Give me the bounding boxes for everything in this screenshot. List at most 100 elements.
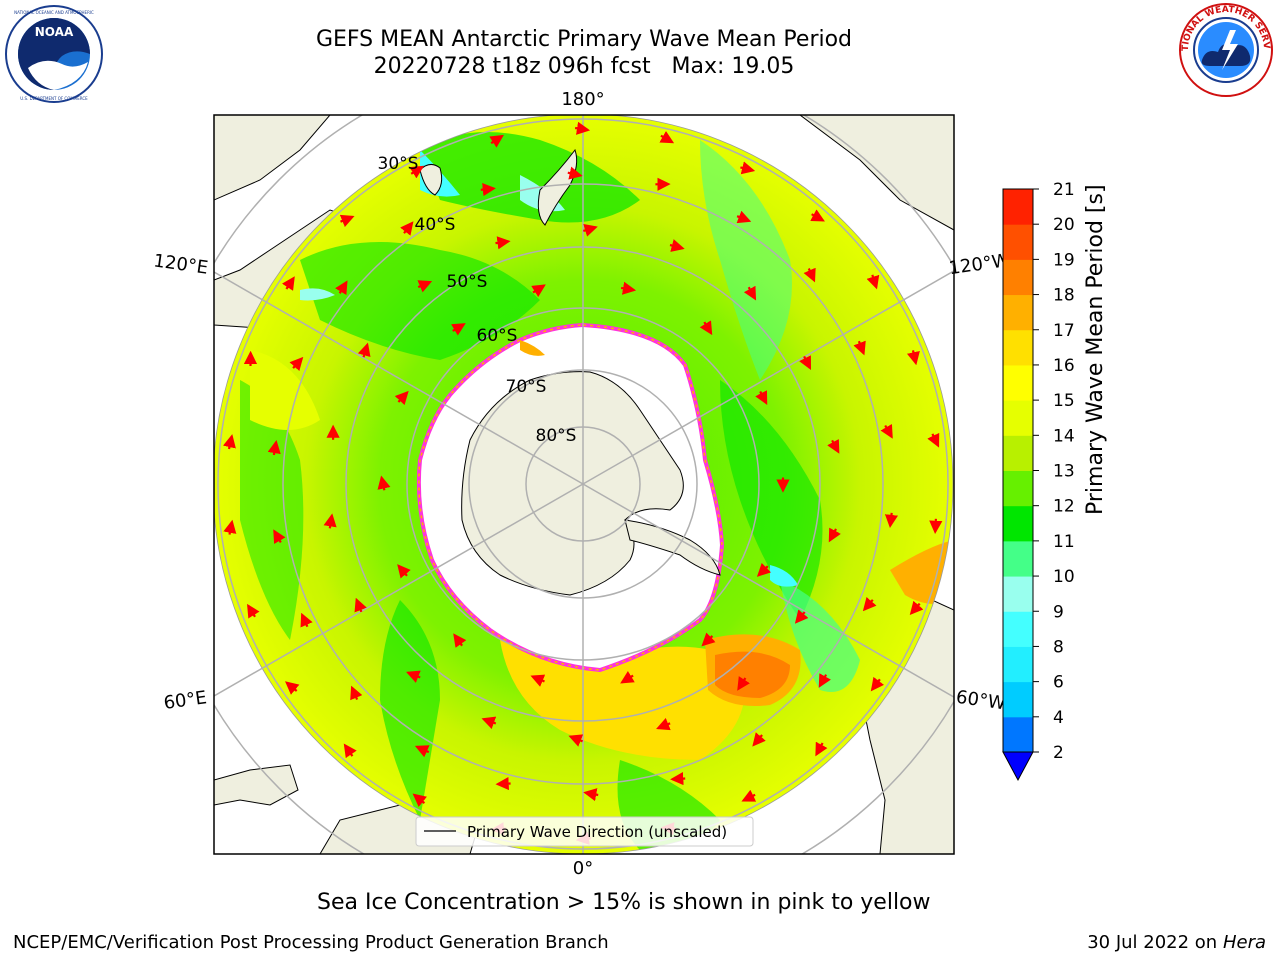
wave-arrow: [906, 350, 920, 366]
wave-arrow: [323, 513, 337, 529]
colorbar-segment: [1003, 189, 1033, 225]
lat-label-70s: 70°S: [506, 377, 547, 397]
colorbar-segment: [1003, 505, 1033, 542]
wave-arrow: [247, 603, 260, 619]
wave-arrow: [273, 529, 286, 545]
lon-label-upper-right: 120°W: [947, 250, 1011, 279]
wave-arrow: [810, 209, 825, 222]
wave-arrow: [417, 280, 433, 293]
wave-arrow: [267, 440, 281, 456]
tasmania: [419, 164, 443, 196]
lon-label-top: 180°: [561, 89, 604, 110]
wave-arrow: [357, 342, 371, 358]
colorbar-tick-label: 21: [1053, 180, 1075, 200]
wave-arrow: [285, 681, 300, 695]
colorbar-segment: [1003, 470, 1033, 507]
wave-arrow: [620, 671, 635, 684]
colorbar-segment: [1003, 716, 1033, 753]
legend-label: Primary Wave Direction (unscaled): [467, 823, 727, 841]
wave-arrow: [568, 734, 584, 747]
wave-arrow: [659, 130, 675, 144]
wave-arrow: [223, 519, 237, 535]
wave-arrow: [300, 612, 313, 628]
lat-label-40s: 40°S: [415, 215, 456, 235]
colorbar-tick-label: 4: [1053, 708, 1064, 728]
colorbar-segment: [1003, 681, 1033, 718]
antarctic-peninsula: [624, 519, 721, 576]
wave-arrow: [794, 609, 809, 624]
lat-label-50s: 50°S: [447, 272, 488, 292]
wave-arrow: [394, 390, 409, 406]
colorbar-tick-label: 15: [1053, 391, 1075, 411]
colorbar-tick-label: 20: [1053, 215, 1075, 235]
wave-arrow: [929, 518, 943, 534]
wave-arrow: [756, 562, 771, 577]
footer-credit: NCEP/EMC/Verification Post Processing Pr…: [13, 932, 609, 953]
wave-arrow: [335, 280, 348, 296]
wave-arrow: [480, 183, 496, 197]
colorbar-tick-label: 10: [1053, 567, 1075, 587]
noaa-logo-icon: NOAA NATIONAL OCEANIC AND ATMOSPHERIC U.…: [5, 5, 103, 103]
graticule: [214, 115, 954, 854]
map-border: [213, 114, 955, 855]
colorbar-segment: [1003, 540, 1033, 577]
lon-label-upper-left: 120°E: [152, 250, 209, 278]
antarctica-land: [461, 371, 684, 596]
wave-arrow: [656, 717, 671, 731]
wave-arrow: [583, 788, 599, 802]
wave-arrow: [755, 390, 768, 405]
wave-arrow: [343, 743, 357, 759]
colorbar-segment: [1003, 294, 1033, 331]
wave-arrow: [884, 512, 899, 528]
wave-arrow: [531, 284, 546, 298]
wave-arrow: [620, 281, 637, 295]
colorbar-tick-label: 12: [1053, 497, 1075, 517]
wave-arrow: [815, 741, 828, 757]
wave-arrow: [736, 210, 752, 224]
colorbar-tick-label: 8: [1053, 637, 1064, 657]
svg-text:U.S. DEPARTMENT OF COMMERCE: U.S. DEPARTMENT OF COMMERCE: [20, 96, 88, 101]
wave-arrow: [282, 276, 295, 291]
colorbar-segment: [1003, 364, 1033, 401]
wave-arrow: [406, 670, 421, 683]
colorbar-tick-label: 18: [1053, 286, 1075, 306]
nws-logo-icon: NATIONAL WEATHER SERVICE: [1176, 0, 1273, 97]
lon-label-lower-left: 60°E: [162, 687, 208, 714]
wave-arrow: [530, 674, 546, 687]
wave-arrow: [862, 596, 877, 612]
colorbar-tick-label: 13: [1053, 462, 1075, 482]
wave-arrow: [743, 285, 757, 301]
lat-label-80s: 80°S: [536, 426, 577, 446]
wave-arrow: [377, 475, 391, 491]
wave-arrow: [489, 134, 504, 148]
wave-arrow: [495, 776, 511, 791]
noaa-logo-text: NOAA: [35, 25, 74, 39]
wave-arrow: [414, 745, 430, 758]
wave-arrow: [481, 716, 497, 730]
colorbar-tick-label: 16: [1053, 356, 1075, 376]
wave-arrow: [582, 224, 598, 237]
colorbar-segment: [1003, 329, 1033, 366]
map-legend: Primary Wave Direction (unscaled): [415, 816, 754, 847]
wave-arrow: [818, 673, 831, 688]
colorbar-segment: [1003, 576, 1033, 612]
wave-arrow: [803, 267, 816, 283]
wave-arrow: [701, 632, 716, 647]
colorbar-tick-label: 11: [1053, 532, 1075, 552]
colorbar: 2 4 6 8 9 10 11 12 13 14 15 16 17 18 19 20 21: [1002, 180, 1075, 782]
wave-arrow: [567, 166, 583, 180]
colorbar-segment: [1003, 435, 1033, 471]
wave-arrow: [409, 165, 425, 179]
wave-arrow: [350, 685, 363, 701]
colorbar-label: Primary Wave Mean Period [s]: [1083, 184, 1108, 515]
wave-arrow: [740, 161, 756, 175]
wave-arrow: [870, 676, 885, 692]
wave-arrow: [354, 597, 367, 613]
wave-arrow: [927, 432, 940, 448]
wave-arrow: [880, 423, 893, 439]
colorbar-segment: [1003, 224, 1033, 260]
wave-arrow: [289, 356, 304, 372]
wave-direction-arrows: [222, 121, 943, 845]
wave-arrow: [737, 676, 750, 691]
